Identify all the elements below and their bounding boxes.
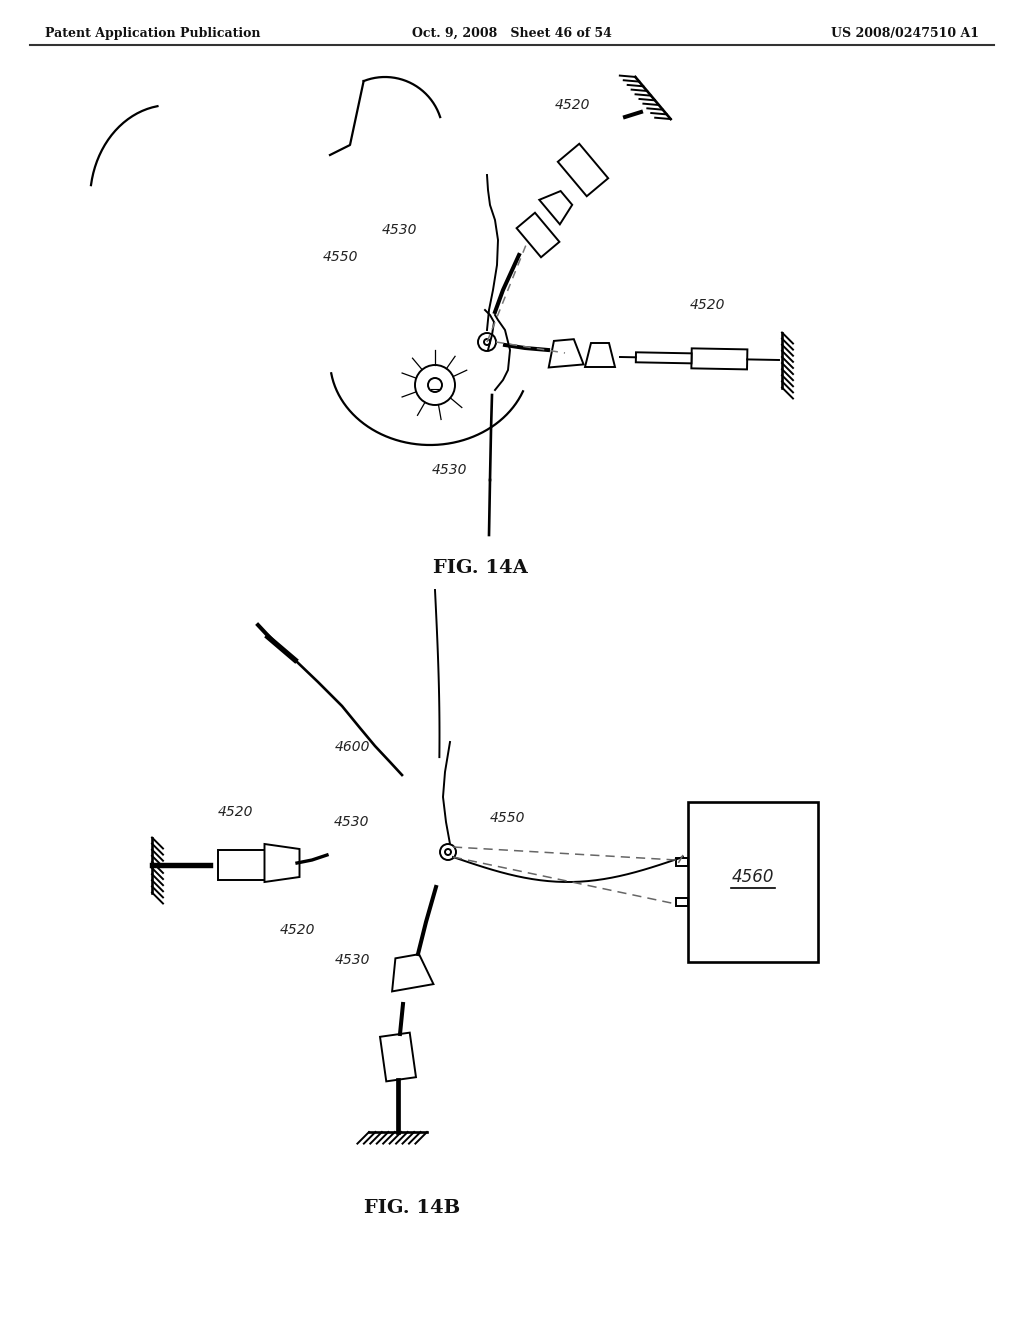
Polygon shape (380, 1032, 416, 1081)
Polygon shape (516, 213, 559, 257)
Text: FIG. 14B: FIG. 14B (364, 1199, 460, 1217)
Circle shape (478, 333, 496, 351)
Text: 4530: 4530 (335, 953, 371, 968)
Text: 4520: 4520 (218, 805, 254, 818)
Text: 4520: 4520 (280, 923, 315, 937)
Polygon shape (676, 858, 688, 866)
Text: 4600: 4600 (335, 741, 371, 754)
Polygon shape (540, 191, 572, 224)
Polygon shape (549, 339, 584, 367)
Text: Patent Application Publication: Patent Application Publication (45, 26, 260, 40)
Text: 4550: 4550 (323, 249, 358, 264)
Circle shape (428, 378, 442, 392)
Text: 4560: 4560 (732, 869, 774, 886)
Circle shape (440, 843, 456, 861)
Polygon shape (264, 843, 299, 882)
Polygon shape (676, 898, 688, 906)
Polygon shape (218, 850, 266, 880)
Polygon shape (558, 144, 608, 197)
Bar (688, 803, 818, 962)
Text: 4520: 4520 (690, 298, 725, 312)
Text: FIG. 14A: FIG. 14A (432, 558, 527, 577)
Polygon shape (636, 352, 691, 363)
Text: Oct. 9, 2008   Sheet 46 of 54: Oct. 9, 2008 Sheet 46 of 54 (412, 26, 612, 40)
Circle shape (445, 849, 451, 855)
Text: 4550: 4550 (490, 810, 525, 825)
Circle shape (415, 366, 455, 405)
Polygon shape (392, 954, 433, 991)
Text: 4530: 4530 (334, 814, 370, 829)
Text: 4520: 4520 (555, 98, 591, 112)
Text: US 2008/0247510 A1: US 2008/0247510 A1 (831, 26, 979, 40)
Circle shape (484, 339, 490, 345)
Text: 4530: 4530 (432, 463, 468, 477)
Polygon shape (691, 348, 748, 370)
Text: 4530: 4530 (382, 223, 418, 238)
Polygon shape (585, 343, 615, 367)
